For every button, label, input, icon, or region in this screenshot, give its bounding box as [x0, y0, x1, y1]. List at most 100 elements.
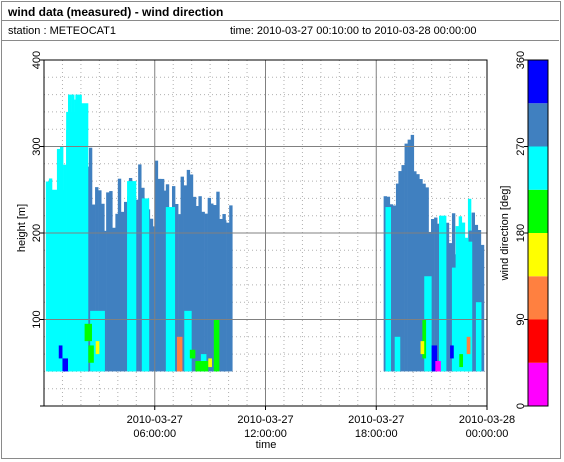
colorbar-tick-label: 0	[515, 403, 527, 409]
y-tick-label: 200	[31, 224, 43, 242]
data-cell	[58, 345, 63, 359]
data-cell	[183, 185, 188, 372]
data-cell	[141, 198, 150, 372]
data-cell	[175, 203, 179, 372]
data-cell	[103, 230, 107, 372]
data-cell	[163, 190, 168, 372]
plot-area: 100 200 300 400 2010-03-27 06:00:00 2010-03-27…	[31, 51, 515, 440]
data-cell	[407, 139, 412, 372]
data-cell	[394, 336, 401, 372]
data-cell	[198, 196, 202, 372]
data-cell	[106, 192, 110, 372]
data-cell	[120, 211, 125, 372]
data-cell	[178, 214, 182, 372]
data-cell	[471, 212, 475, 372]
data-cell	[195, 361, 209, 372]
data-cell	[410, 134, 415, 372]
data-cell	[413, 171, 417, 372]
colorbar: 0 90 180 270 360	[515, 51, 549, 409]
data-cell	[458, 216, 463, 372]
data-cell	[213, 205, 217, 372]
data-cell	[448, 243, 453, 372]
data-cell	[466, 336, 471, 355]
data-cell	[219, 218, 223, 372]
data-cell	[398, 171, 402, 372]
data-cell	[229, 205, 233, 372]
colorbar-swatch	[528, 146, 548, 190]
data-cell	[80, 103, 89, 372]
data-cell	[213, 319, 220, 372]
colorbar-tick-label: 270	[515, 137, 527, 155]
data-cell	[149, 218, 154, 372]
data-cell	[395, 183, 400, 372]
data-cell	[416, 174, 420, 372]
colorbar-swatch	[528, 319, 548, 363]
data-cell	[192, 196, 197, 372]
data-cell	[157, 178, 162, 372]
data-cell	[127, 181, 137, 372]
data-cell	[109, 191, 113, 372]
x-tick-label: 18:00:00	[355, 428, 398, 440]
x-tick-label: 2010-03-27	[348, 414, 404, 426]
data-cell	[401, 165, 405, 372]
data-cell	[445, 222, 450, 372]
colorbar-label: wind direction [deg]	[499, 186, 511, 282]
data-cell	[434, 217, 438, 372]
data-cell	[160, 178, 165, 372]
colorbar-swatch	[528, 233, 548, 277]
data-cell	[437, 223, 441, 372]
x-tick-label: 2010-03-28	[459, 414, 515, 426]
data-cell	[115, 213, 119, 372]
data-cell	[475, 302, 482, 372]
data-cell	[419, 179, 423, 372]
data-cell	[154, 160, 159, 372]
data-cell	[216, 191, 220, 372]
data-cell	[66, 111, 76, 372]
time-range-label: time: 2010-03-27 00:10:00 to 2010-03-28 …	[230, 25, 477, 37]
data-cell	[186, 169, 191, 372]
y-tick-label: 300	[31, 137, 43, 155]
data-cell	[195, 206, 199, 372]
x-tick-label: 06:00:00	[133, 428, 176, 440]
x-axis-label: time	[256, 439, 277, 451]
data-cell	[464, 241, 473, 372]
data-cell	[431, 219, 435, 372]
data-cell	[138, 164, 142, 372]
data-cell	[459, 354, 464, 368]
colorbar-swatch	[528, 362, 548, 406]
data-cell	[439, 215, 447, 372]
data-cell	[165, 207, 176, 372]
info-bar: station : METEOCAT1 time: 2010-03-27 00:…	[1, 21, 559, 41]
data-cell	[424, 276, 432, 372]
chart-title: wind data (measured) - wind direction	[8, 5, 224, 19]
y-tick-label: 400	[31, 51, 43, 69]
data-cell	[88, 345, 94, 363]
data-cell	[392, 205, 397, 372]
data-cell	[47, 189, 65, 372]
data-cell	[204, 213, 208, 372]
data-cell	[95, 341, 100, 355]
data-cell	[189, 349, 196, 359]
x-tick-label: 12:00:00	[244, 428, 287, 440]
data-cell	[477, 230, 482, 372]
y-tick-label: 100	[31, 310, 43, 328]
data-cell	[184, 310, 192, 372]
data-cell	[208, 358, 212, 368]
colorbar-tick-label: 360	[515, 51, 527, 69]
data-cell	[176, 336, 183, 372]
data-cell	[435, 361, 441, 372]
data-cell	[389, 204, 394, 372]
data-cell	[450, 345, 454, 359]
data-cell	[422, 319, 427, 359]
data-cell	[135, 199, 139, 372]
colorbar-tick-label: 90	[515, 313, 527, 325]
data-cell	[123, 201, 128, 372]
data-cell	[98, 190, 102, 372]
station-label: station : METEOCAT1	[8, 25, 116, 37]
data-cell	[420, 341, 425, 355]
x-tick-label: 00:00:00	[466, 428, 509, 440]
y-axis-label: height [m]	[16, 204, 28, 252]
data-cell	[91, 204, 96, 372]
data-cell	[62, 358, 68, 372]
